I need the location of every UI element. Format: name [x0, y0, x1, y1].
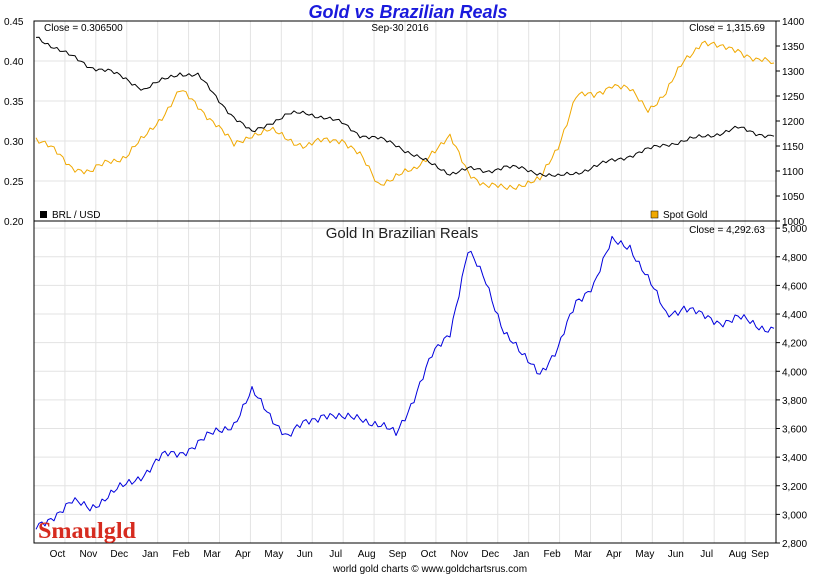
spot-gold-line [35, 40, 775, 190]
grid-lines [34, 20, 776, 544]
left-y-tick-label: 0.20 [4, 217, 24, 228]
x-tick-label: Mar [203, 549, 221, 560]
right-y-tick-label: 1200 [782, 117, 805, 128]
bottom-right-close: Close = 4,292.63 [689, 225, 765, 236]
logo-text: Smaulgld [38, 518, 136, 543]
right-y-tick-label: 1100 [782, 167, 804, 178]
right-y-tick-label: 1400 [782, 17, 805, 28]
footer-credit: world gold charts © www.goldchartsrus.co… [332, 564, 527, 575]
x-tick-label: Jun [297, 549, 313, 560]
bottom-y-tick-label: 2,800 [782, 539, 807, 550]
x-tick-label: Sep [389, 549, 407, 560]
brl-usd-line [35, 36, 775, 177]
x-tick-label: Jan [142, 549, 158, 560]
brl-legend-swatch [40, 211, 47, 218]
left-y-tick-label: 0.25 [4, 177, 24, 188]
x-tick-label: Dec [110, 549, 128, 560]
x-tick-label: Oct [50, 549, 66, 560]
x-tick-label: Feb [544, 549, 562, 560]
bottom-y-tick-label: 4,200 [782, 339, 807, 350]
bottom-y-tick-label: 3,400 [782, 453, 807, 464]
x-tick-label: Nov [79, 549, 97, 560]
x-tick-label: Jan [513, 549, 529, 560]
bottom-y-tick-label: 4,000 [782, 367, 807, 378]
right-y-tick-label: 1000 [782, 217, 805, 228]
chart-title: Gold vs Brazilian Reals [308, 2, 507, 22]
right-y-tick-label: 1250 [782, 92, 805, 103]
bottom-y-tick-label: 4,600 [782, 281, 807, 292]
bottom-y-tick-label: 4,800 [782, 253, 807, 264]
x-tick-label: Jul [700, 549, 713, 560]
left-y-tick-label: 0.45 [4, 17, 24, 28]
gold-legend-label: Spot Gold [663, 210, 707, 221]
right-y-tick-label: 1050 [782, 192, 805, 203]
x-tick-label: Apr [235, 549, 251, 560]
bottom-y-tick-label: 3,000 [782, 510, 807, 521]
x-tick-label: Dec [481, 549, 499, 560]
brl-legend-label: BRL / USD [52, 210, 101, 221]
x-tick-label: Nov [450, 549, 468, 560]
bottom-y-tick-label: 5,000 [782, 224, 807, 235]
bottom-y-tick-label: 3,600 [782, 425, 807, 436]
x-tick-label: May [264, 549, 283, 560]
x-tick-label: Sep [751, 549, 769, 560]
bottom-y-tick-label: 3,200 [782, 482, 807, 493]
x-tick-label: May [635, 549, 654, 560]
x-tick-label: Oct [421, 549, 437, 560]
right-y-tick-label: 1150 [782, 142, 804, 153]
right-y-tick-label: 1350 [782, 42, 805, 53]
top-left-close: Close = 0.306500 [44, 23, 123, 34]
date-label: Sep-30 2016 [371, 23, 429, 34]
smaulgld-logo: Smaulgld [38, 518, 136, 543]
bottom-y-tick-label: 3,800 [782, 396, 807, 407]
bottom-panel-frame [33, 220, 777, 544]
x-tick-label: Aug [729, 549, 747, 560]
top-right-close: Close = 1,315.69 [689, 23, 765, 34]
series-lines [35, 36, 775, 530]
left-y-tick-label: 0.30 [4, 137, 24, 148]
bottom-panel-title: Gold In Brazilian Reals [326, 225, 479, 242]
gold-in-brl-line [35, 235, 775, 530]
tick-labels: Oct Nov Dec Jan Feb Mar Apr May Jun Jul Aug Sep Oct N… [4, 17, 807, 560]
x-tick-label: Aug [358, 549, 376, 560]
x-tick-label: Jun [668, 549, 684, 560]
bottom-y-tick-label: 4,400 [782, 310, 807, 321]
right-y-tick-label: 1300 [782, 67, 805, 78]
x-tick-label: Feb [173, 549, 191, 560]
x-tick-label: Mar [574, 549, 592, 560]
x-tick-label: Apr [606, 549, 622, 560]
left-y-tick-label: 0.40 [4, 57, 24, 68]
gold-legend-swatch [650, 210, 659, 219]
left-y-tick-label: 0.35 [4, 97, 24, 108]
x-tick-label: Jul [329, 549, 342, 560]
